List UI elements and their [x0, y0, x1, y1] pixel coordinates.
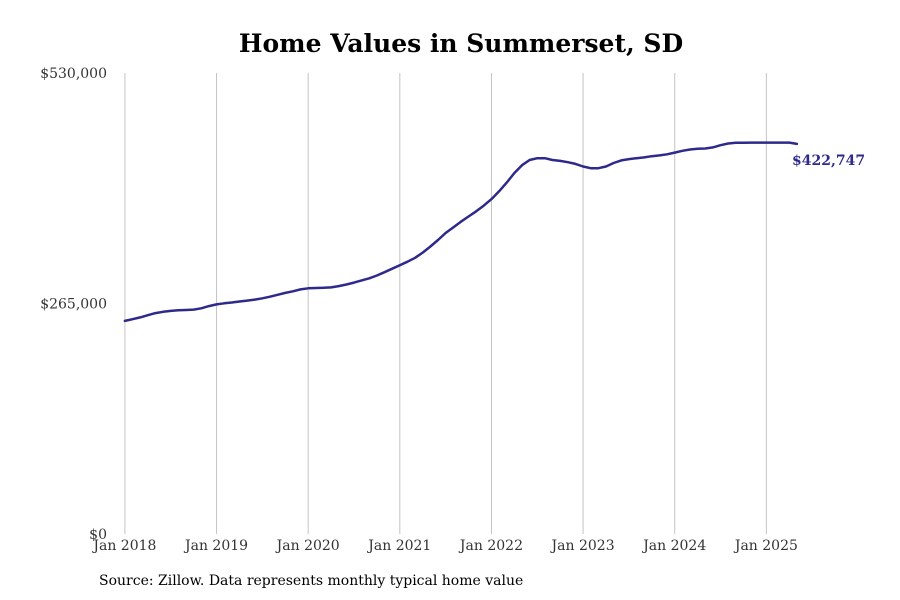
gridlines — [124, 73, 767, 534]
x-tick-label: Jan 2025 — [733, 538, 798, 554]
x-tick-label: Jan 2021 — [366, 538, 431, 554]
x-axis-ticks: Jan 2018 Jan 2019 Jan 2020 Jan 2021 Jan 2022… — [91, 538, 798, 554]
x-tick-label: Jan 2022 — [458, 538, 523, 554]
series-layer — [123, 141, 799, 323]
x-tick-label: Jan 2018 — [91, 538, 156, 554]
y-tick-label: $530,000 — [40, 66, 107, 82]
y-tick-label: $265,000 — [40, 297, 107, 313]
source-note: Source: Zillow. Data represents monthly … — [99, 573, 524, 589]
x-tick-label: Jan 2020 — [275, 538, 340, 554]
y-tick-label: $0 — [89, 527, 107, 543]
end-value-label: $422,747 — [792, 153, 865, 169]
x-tick-label: Jan 2019 — [183, 538, 248, 554]
home-value-line — [123, 141, 799, 323]
chart-title: Home Values in Summerset, SD — [239, 29, 683, 58]
y-axis-ticks: $0 $265,000 $530,000 — [40, 66, 107, 543]
x-tick-label: Jan 2023 — [550, 538, 615, 554]
x-tick-label: Jan 2024 — [641, 538, 706, 554]
